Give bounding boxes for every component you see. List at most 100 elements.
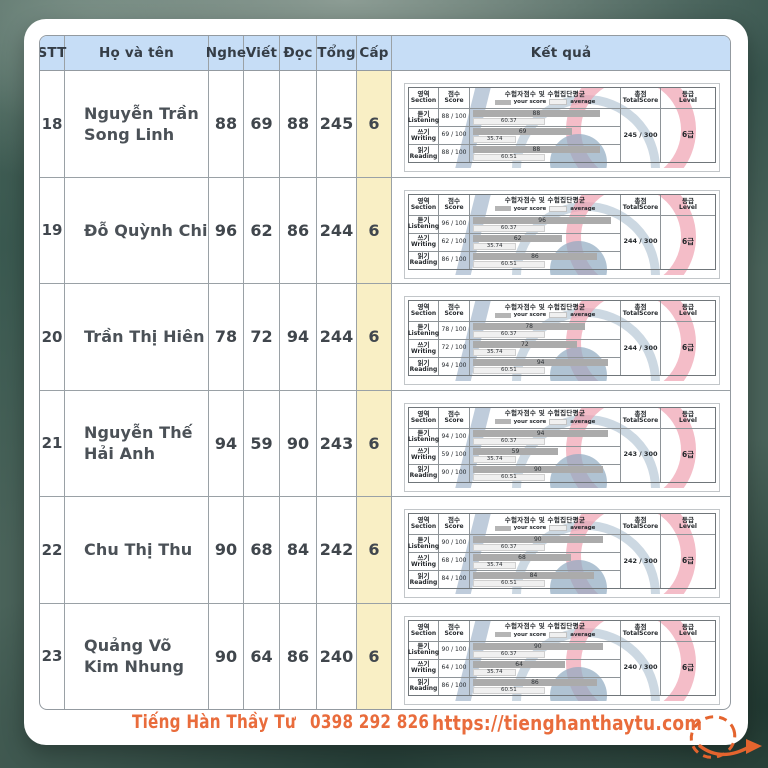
sc-listening-bars: 90 60.37 (470, 641, 621, 660)
sc-level-en: Level (679, 97, 697, 105)
your-score-bar: 94 (473, 429, 609, 437)
sc-header-score: 점수 Score (439, 514, 470, 535)
cell-stt: 22 (40, 497, 65, 603)
sc-header-total: 총점 TotalScore (621, 407, 661, 429)
your-score-bar: 68 (473, 554, 571, 561)
column-header-tong: Tổng (317, 36, 357, 70)
table-row: 21 Nguyễn Thế Hải Anh 94 59 90 243 6 영역 S… (40, 390, 730, 497)
sc-chart-legend: your score average (494, 312, 596, 319)
cell-viet: 72 (244, 284, 280, 390)
sc-chart-title: 수험자점수 및 수험집단평균 (504, 196, 586, 205)
sc-listening-bars: 96 60.37 (470, 215, 621, 234)
arrow-doodle-icon (689, 715, 762, 759)
your-score-bar: 86 (473, 252, 597, 260)
average-bar: 35.74 (473, 242, 517, 250)
legend-your-score-label: your score (513, 418, 547, 425)
results-table: STT Họ và tên Nghe Viết Đọc Tổng Cấp Kết… (39, 35, 731, 710)
cell-cap: 6 (357, 177, 392, 283)
sc-row-reading-label: 읽기 Reading (409, 251, 439, 269)
sc-row-reading-label: 읽기 Reading (409, 571, 439, 588)
sc-header-chart: 수험자점수 및 수험집단평균 your score average (470, 301, 621, 322)
cell-tong: 240 (317, 603, 357, 709)
cell-tong: 243 (317, 390, 357, 496)
sc-writing-bars: 69 35.74 (470, 127, 621, 145)
sc-writing-score: 72 / 100 (439, 340, 470, 358)
cell-doc: 86 (280, 177, 317, 283)
sc-header-level: 등급 Level (661, 408, 715, 429)
sc-level-value: 6급 (681, 236, 695, 246)
sc-header-total: 총점 TotalScore (621, 514, 661, 535)
scorecard-image: 영역 Section 점수 Score 수험자점수 및 수험집단평균 your sc… (404, 402, 720, 492)
sc-chart-legend: your score average (494, 99, 595, 106)
sc-row-writing-label: 쓰기 Writing (409, 127, 439, 145)
sc-listening-bars: 94 60.37 (470, 428, 621, 447)
legend-average-label: average (570, 312, 596, 319)
sc-header-chart: 수험자점수 및 수험집단평균 your score average (470, 514, 621, 535)
sc-listening-score: 88 / 100 (439, 109, 470, 127)
table-row: 23 Quảng Võ Kim Nhung 90 64 86 240 6 영역 Se… (40, 603, 730, 710)
your-score-bar: 90 (473, 642, 603, 650)
student-name: Nguyễn Trần Song Linh (65, 71, 209, 177)
cell-tong: 245 (317, 71, 357, 177)
sc-reading-bars: 86 60.51 (470, 251, 621, 269)
cell-ketqua: 영역 Section 점수 Score 수험자점수 및 수험집단평균 your sc… (392, 391, 730, 497)
sc-level-en: Level (679, 416, 697, 424)
sc-score-ko: 점수 (448, 409, 460, 418)
sc-row-writing-label: 쓰기 Writing (409, 233, 439, 252)
sc-level-ko: 등급 (682, 622, 694, 631)
sc-header-score: 점수 Score (439, 194, 470, 216)
phone-number: 0398 292 826 (310, 711, 430, 733)
website-url: https://tienghanthaytu.com (432, 711, 703, 735)
sc-score-en: Score (444, 629, 464, 637)
your-score-bar: 94 (473, 359, 609, 366)
sc-section-ko: 영역 (417, 409, 430, 418)
sc-row-listening-label: 듣기 Listening (408, 641, 439, 660)
your-score-bar: 64 (473, 660, 566, 668)
scorecard-image: 영역 Section 점수 Score 수험자점수 및 수험집단평균 your sc… (404, 189, 720, 279)
your-score-bar: 69 (473, 128, 573, 135)
sc-section-en: Section (410, 416, 437, 424)
sc-total-value: 240 / 300 (621, 641, 661, 695)
sc-total-value: 244 / 300 (621, 322, 661, 375)
average-bar: 35.74 (473, 562, 517, 569)
sc-level-en: Level (679, 203, 697, 211)
table-row: 18 Nguyễn Trần Song Linh 88 69 88 245 6 영… (40, 71, 730, 178)
student-name: Chu Thị Thu (65, 497, 209, 603)
legend-average-swatch (549, 205, 568, 212)
student-name: Trần Thị Hiên (65, 284, 209, 390)
sc-reading-score: 86 / 100 (439, 251, 470, 269)
sc-reading-score: 84 / 100 (439, 571, 470, 588)
cell-ketqua: 영역 Section 점수 Score 수험자점수 및 수험집단평균 your sc… (392, 604, 730, 710)
cell-viet: 64 (244, 603, 280, 709)
sc-row-writing-label: 쓰기 Writing (409, 446, 439, 465)
sc-section-en: Section (410, 523, 437, 531)
your-score-bar: 62 (473, 234, 563, 242)
column-header-viet: Viết (244, 36, 280, 70)
cell-viet: 69 (244, 71, 280, 177)
average-bar: 60.37 (473, 118, 545, 125)
legend-your-score-swatch (494, 99, 511, 105)
sc-score-ko: 점수 (448, 516, 460, 525)
sc-header-level: 등급 Level (661, 195, 715, 216)
column-header-stt: STT (40, 36, 66, 70)
column-header-nghe: Nghe (206, 36, 246, 70)
sc-row-writing-label: 쓰기 Writing (409, 553, 439, 571)
sc-reading-bars: 84 60.51 (470, 571, 621, 588)
sc-writing-score: 68 / 100 (439, 553, 470, 571)
legend-your-score-swatch (494, 632, 511, 638)
cell-viet: 68 (244, 497, 280, 603)
sc-listening-score: 90 / 100 (439, 641, 470, 660)
legend-your-score-swatch (494, 525, 511, 531)
sc-section-en: Section (410, 629, 437, 637)
scorecard-table: 영역 Section 점수 Score 수험자점수 및 수험집단평균 your sc… (408, 406, 716, 483)
average-bar: 60.37 (473, 544, 545, 551)
sc-row-reading-label: 읽기 Reading (409, 677, 439, 695)
sc-writing-score: 62 / 100 (439, 233, 470, 252)
legend-your-score-label: your score (513, 525, 547, 532)
cell-cap: 6 (357, 71, 392, 177)
sc-row-writing-label: 쓰기 Writing (409, 340, 439, 358)
sc-writing-score: 59 / 100 (439, 446, 470, 465)
scorecard-image: 영역 Section 점수 Score 수험자점수 및 수험집단평균 your sc… (404, 296, 720, 385)
card: STT Họ và tên Nghe Viết Đọc Tổng Cấp Kết… (24, 19, 748, 745)
sc-listening-score: 78 / 100 (439, 322, 470, 340)
